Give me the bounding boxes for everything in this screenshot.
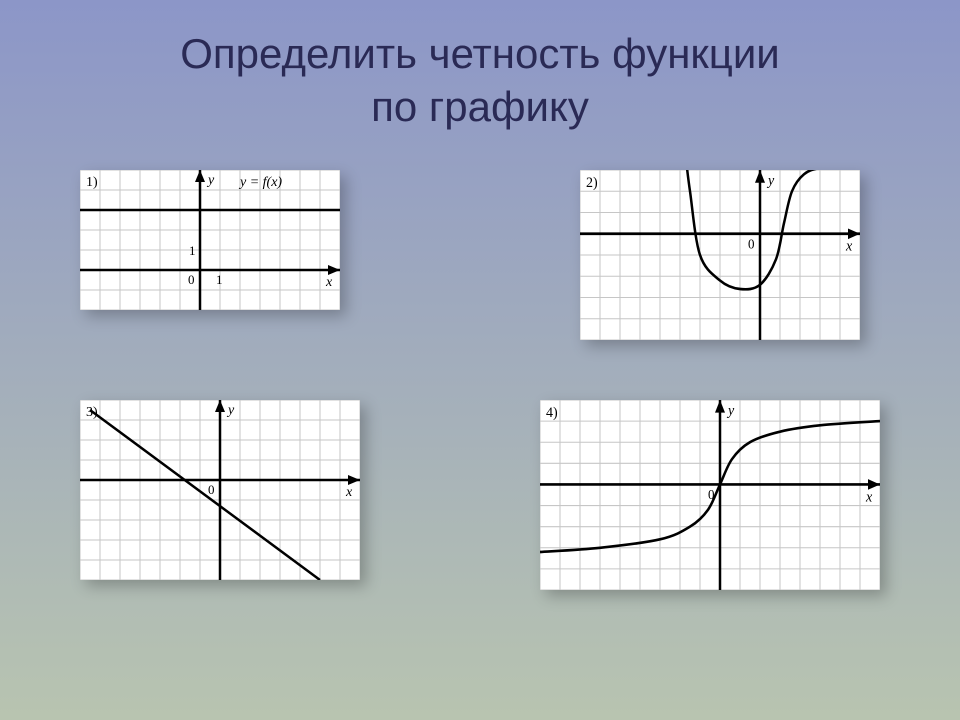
panel1: y x 0 1 1 y = f(x) 1) (80, 170, 340, 310)
panel2: y x 0 2) (580, 170, 860, 340)
svg-text:y: y (206, 173, 215, 188)
svg-text:y = f(x): y = f(x) (238, 175, 282, 190)
svg-text:4): 4) (546, 405, 558, 421)
svg-text:1: 1 (189, 243, 196, 258)
title-line2: по графику (371, 83, 589, 130)
slide-root: Определить четность функции по графику y… (0, 0, 960, 720)
svg-text:0: 0 (748, 236, 755, 251)
panel3: yx03) (80, 400, 360, 580)
svg-text:2): 2) (586, 175, 598, 191)
svg-text:1: 1 (216, 272, 223, 287)
svg-text:x: x (345, 485, 353, 500)
svg-text:x: x (325, 275, 333, 290)
svg-text:0: 0 (208, 482, 215, 497)
svg-text:y: y (726, 402, 735, 418)
svg-text:x: x (865, 489, 873, 505)
svg-text:x: x (845, 238, 853, 254)
panel4: yx04) (540, 400, 880, 590)
svg-text:1): 1) (86, 175, 98, 190)
slide-title: Определить четность функции по графику (0, 28, 960, 133)
title-line1: Определить четность функции (180, 30, 779, 77)
svg-text:y: y (226, 403, 235, 418)
svg-text:0: 0 (188, 272, 195, 287)
svg-text:y: y (766, 173, 775, 189)
